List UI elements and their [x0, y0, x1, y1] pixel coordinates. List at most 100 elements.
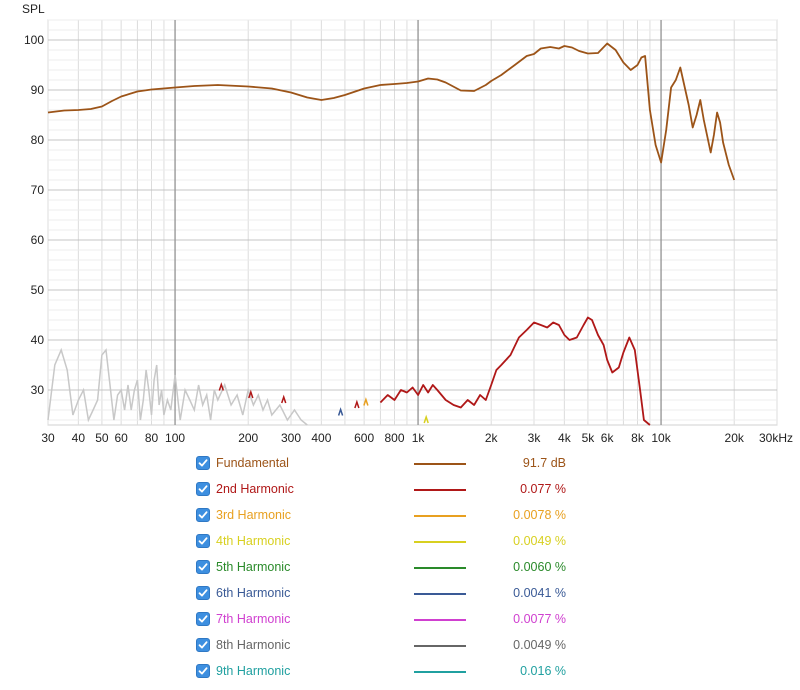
minor-gridlines — [47, 19, 778, 426]
legend-label: 6th Harmonic — [216, 586, 291, 600]
x-tick-label: 2k — [485, 431, 499, 445]
checkmark-icon — [198, 667, 208, 675]
noise-line — [47, 347, 308, 426]
x-tick-label: 30 — [41, 431, 55, 445]
legend-item: 4th Harmonic 0.0049 % — [194, 532, 614, 558]
x-tick-label: 800 — [384, 431, 404, 445]
legend-item: 9th Harmonic 0.016 % — [194, 662, 614, 688]
legend-swatch — [414, 489, 466, 491]
series-checkbox[interactable] — [196, 586, 210, 600]
major-gridlines — [48, 20, 777, 425]
legend-value: 0.016 % — [520, 664, 566, 678]
x-tick-label: 100 — [165, 431, 185, 445]
legend-value: 0.0049 % — [513, 638, 566, 652]
legend-item: 5th Harmonic 0.0060 % — [194, 558, 614, 584]
y-tick-label: 50 — [31, 283, 45, 297]
checkmark-icon — [198, 563, 208, 571]
x-tick-label: 200 — [238, 431, 258, 445]
x-tick-label: 60 — [114, 431, 128, 445]
legend-label: 8th Harmonic — [216, 638, 291, 652]
legend-value: 0.0041 % — [513, 586, 566, 600]
legend-value: 0.0078 % — [513, 508, 566, 522]
legend-label: Fundamental — [216, 456, 289, 470]
legend-item: Fundamental 91.7 dB — [194, 454, 614, 480]
legend-value: 0.0077 % — [513, 612, 566, 626]
legend-label: 7th Harmonic — [216, 612, 291, 626]
series-checkbox[interactable] — [196, 482, 210, 496]
x-tick-label: 6k — [601, 431, 615, 445]
series-checkbox[interactable] — [196, 664, 210, 678]
harmonic-mark — [423, 414, 429, 424]
series-checkbox[interactable] — [196, 456, 210, 470]
y-tick-labels: 30 40 50 60 70 80 90 100 — [24, 33, 44, 397]
legend-item: 8th Harmonic 0.0049 % — [194, 636, 614, 662]
legend-swatch — [414, 541, 466, 543]
legend-label: 5th Harmonic — [216, 560, 291, 574]
legend-label: 3rd Harmonic — [216, 508, 292, 522]
x-tick-label: 300 — [281, 431, 301, 445]
x-tick-label: 600 — [354, 431, 374, 445]
fundamental-line — [47, 42, 736, 181]
x-tick-label: 50 — [95, 431, 109, 445]
legend-item: 7th Harmonic 0.0077 % — [194, 610, 614, 636]
x-tick-label: 3k — [528, 431, 542, 445]
legend-swatch — [414, 619, 466, 621]
legend-swatch — [414, 645, 466, 647]
legend-swatch — [414, 671, 466, 673]
series-checkbox[interactable] — [196, 612, 210, 626]
y-tick-label: 80 — [31, 133, 45, 147]
series-checkbox[interactable] — [196, 560, 210, 574]
2nd-harmonic-line — [379, 316, 651, 426]
x-tick-label: 5k — [582, 431, 596, 445]
y-tick-label: 100 — [24, 33, 44, 47]
checkmark-icon — [198, 589, 208, 597]
x-tick-label: 8k — [631, 431, 645, 445]
frequency-response-chart: 30 40 50 60 80 100 200 300 400 600 800 1k 2k 3k 4k 5k 6k… — [22, 2, 793, 445]
harmonic-mark — [337, 407, 344, 416]
y-tick-label: 60 — [31, 233, 45, 247]
x-tick-label: 30kHz — [759, 431, 793, 445]
x-tick-label: 80 — [145, 431, 159, 445]
x-tick-label: 400 — [311, 431, 331, 445]
x-tick-label: 20k — [725, 431, 745, 445]
checkmark-icon — [198, 485, 208, 493]
legend-swatch — [414, 567, 466, 569]
y-tick-label: 90 — [31, 83, 45, 97]
x-tick-label: 40 — [72, 431, 86, 445]
legend-item: 6th Harmonic 0.0041 % — [194, 584, 614, 610]
checkmark-icon — [198, 537, 208, 545]
legend-value: 91.7 dB — [522, 456, 566, 470]
legend-value: 0.0060 % — [513, 560, 566, 574]
plot-frame — [47, 19, 778, 426]
legend-item: 3rd Harmonic 0.0078 % — [194, 506, 614, 532]
harmonic-mark — [248, 389, 254, 399]
harmonic-mark — [218, 382, 225, 391]
checkmark-icon — [198, 511, 208, 519]
legend-swatch — [414, 515, 466, 517]
checkmark-icon — [198, 641, 208, 649]
series-checkbox[interactable] — [196, 508, 210, 522]
x-tick-label: 10k — [651, 431, 671, 445]
checkmark-icon — [198, 615, 208, 623]
legend-label: 2nd Harmonic — [216, 482, 294, 496]
series-lines — [47, 42, 736, 426]
harmonic-mark — [363, 397, 369, 406]
x-tick-labels: 30 40 50 60 80 100 200 300 400 600 800 1k 2k 3k 4k 5k 6k… — [41, 431, 793, 445]
checkmark-icon — [198, 459, 208, 467]
legend: Fundamental 91.7 dB 2nd Harmonic 0.077 % 3rd… — [194, 454, 614, 688]
y-tick-label: 40 — [31, 333, 45, 347]
legend-value: 0.0049 % — [513, 534, 566, 548]
x-tick-label: 4k — [558, 431, 572, 445]
legend-swatch — [414, 463, 466, 465]
harmonic-mark — [281, 394, 287, 404]
harmonic-mark — [354, 399, 360, 409]
noise-trace — [47, 347, 308, 426]
series-checkbox[interactable] — [196, 638, 210, 652]
y-axis-label: SPL — [22, 2, 45, 16]
legend-swatch — [414, 593, 466, 595]
series-checkbox[interactable] — [196, 534, 210, 548]
y-tick-label: 30 — [31, 383, 45, 397]
legend-label: 9th Harmonic — [216, 664, 291, 678]
legend-item: 2nd Harmonic 0.077 % — [194, 480, 614, 506]
x-tick-label: 1k — [412, 431, 426, 445]
